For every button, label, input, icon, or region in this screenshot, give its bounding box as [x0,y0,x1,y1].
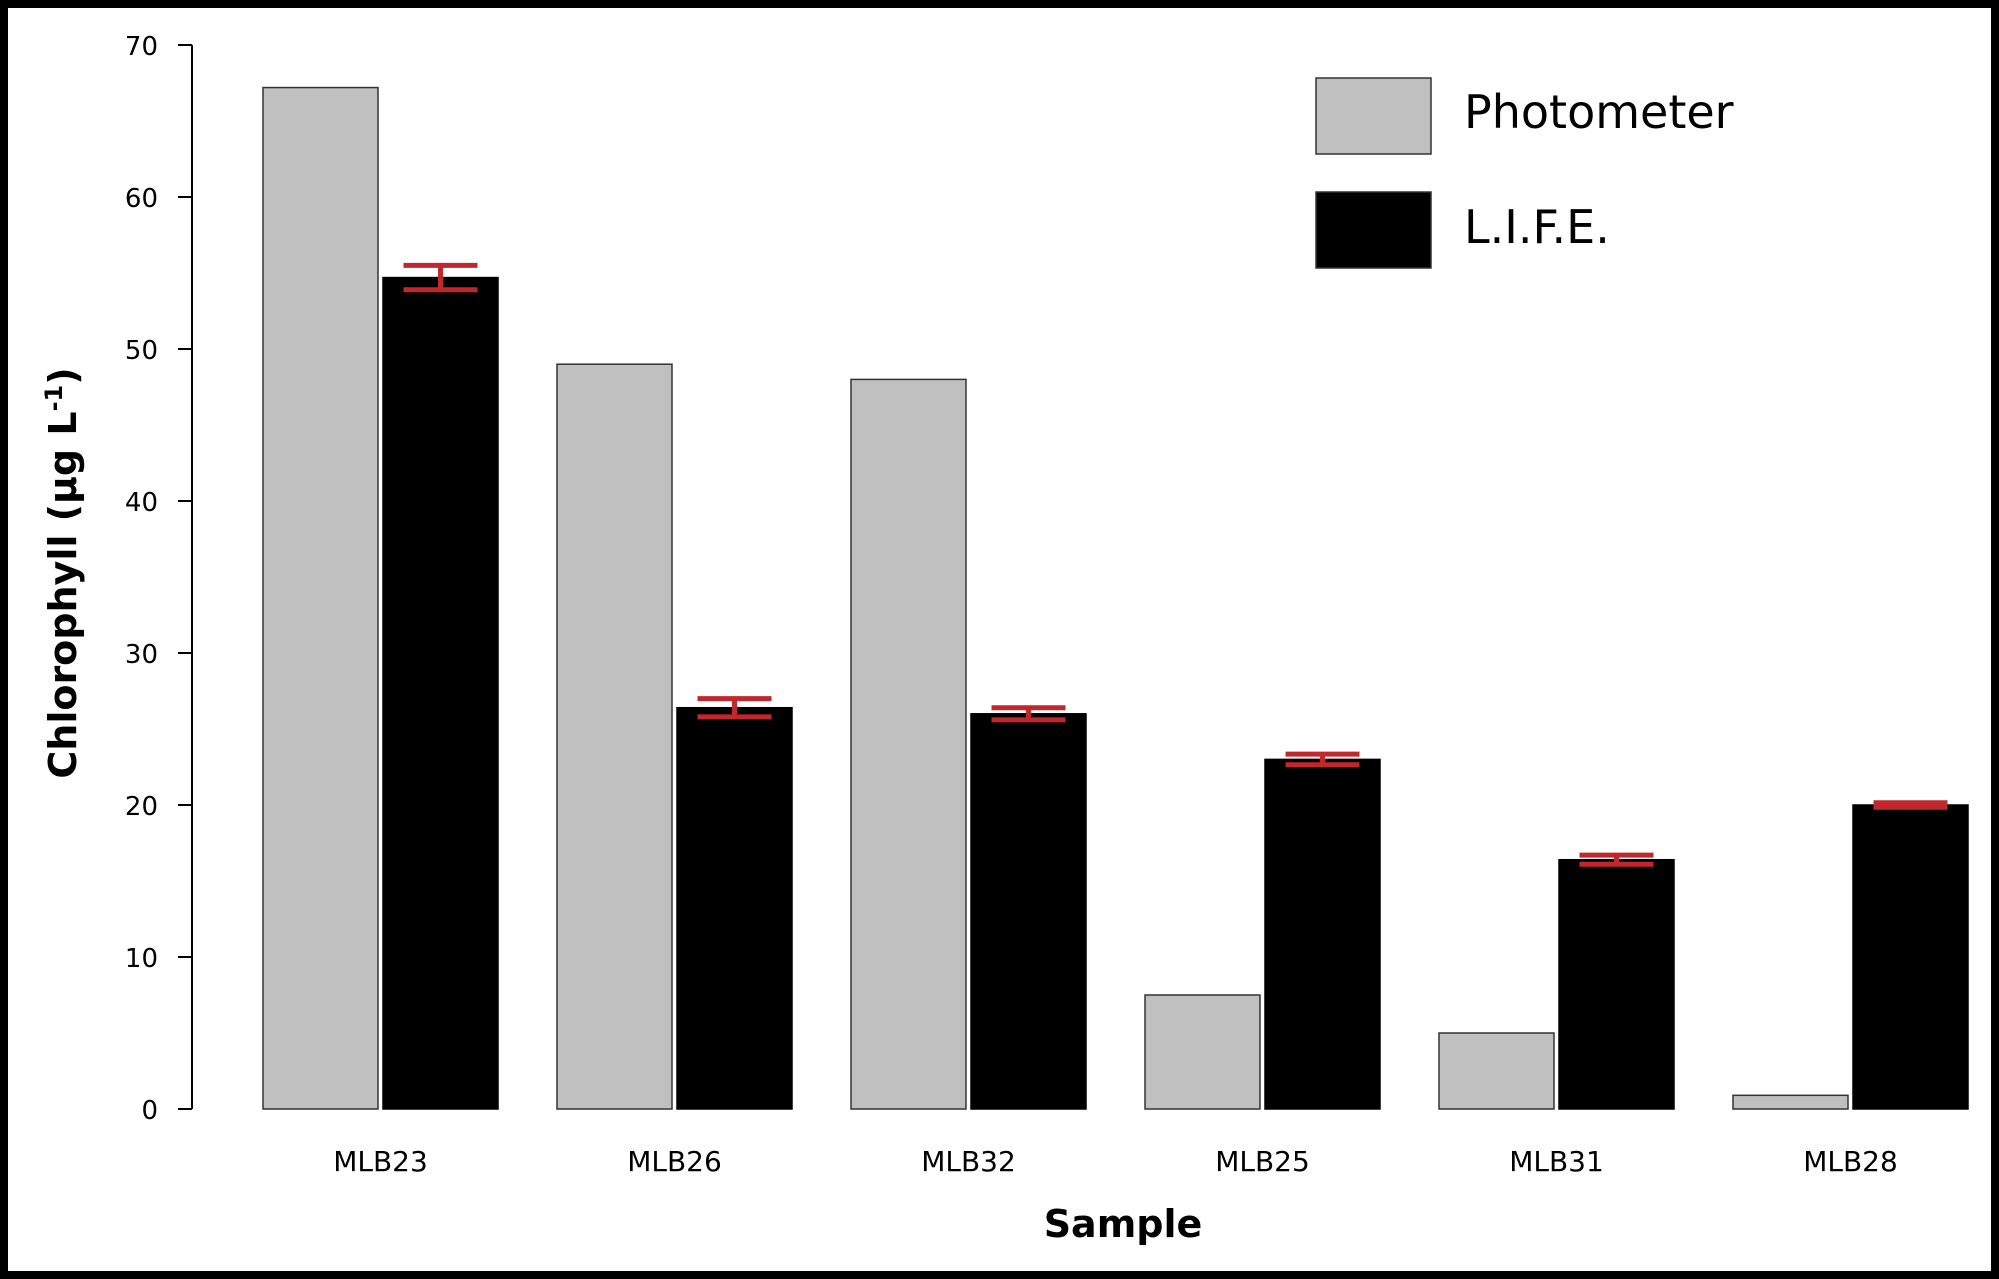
bar-photometer-mlb25 [1144,994,1261,1110]
x-category-label: MLB23 [333,1145,428,1178]
y-tick-label: 60 [125,184,158,214]
error-bars [403,262,1948,867]
bars [262,86,1969,1110]
x-category-label: MLB28 [1803,1145,1898,1178]
x-category-label: MLB31 [1509,1145,1604,1178]
x-category-label: MLB26 [627,1145,722,1178]
x-axis-title: Sample [1044,1202,1203,1246]
bar-life-mlb32 [970,713,1087,1110]
y-axis-title: Chlorophyll (μg L-1) [40,367,85,778]
legend: Photometer L.I.F.E. [1315,77,1734,269]
legend-label-photometer: Photometer [1464,85,1734,139]
bar-life-mlb25 [1264,758,1381,1110]
y-tick-label: 0 [141,1096,158,1126]
y-tick-label: 40 [125,488,158,518]
bar-photometer-mlb32 [850,378,967,1110]
y-tick-label: 50 [125,336,158,366]
bar-life-mlb31 [1558,858,1675,1110]
legend-swatch-life [1315,191,1432,269]
bar-photometer-mlb26 [556,363,673,1110]
bar-life-mlb23 [382,276,499,1110]
bar-photometer-mlb28 [1732,1094,1849,1110]
error-bar-mlb28 [1873,800,1948,810]
error-bar-mlb23 [403,262,478,293]
x-axis-labels: MLB23 MLB26 MLB32 MLB25 MLB31 MLB28 [333,1145,1898,1178]
bar-life-mlb26 [676,706,793,1110]
y-axis-title-superscript: -1 [40,385,68,412]
legend-swatch-photometer [1315,77,1432,155]
y-tick-label: 20 [125,792,158,822]
y-axis: 0 10 20 30 40 50 60 70 [125,32,193,1126]
error-bar-mlb32 [991,705,1066,723]
x-category-label: MLB25 [1215,1145,1310,1178]
bar-photometer-mlb31 [1438,1032,1555,1110]
error-bar-mlb25 [1285,751,1360,768]
y-axis-title-close: ) [41,367,85,384]
error-bar-mlb31 [1579,852,1654,867]
error-bar-mlb26 [697,696,772,720]
y-axis-title-main: Chlorophyll (μg L [41,411,85,778]
legend-label-life: L.I.F.E. [1464,200,1610,254]
bar-photometer-mlb23 [262,86,379,1110]
x-category-label: MLB32 [921,1145,1016,1178]
y-tick-label: 30 [125,640,158,670]
y-tick-label: 10 [125,944,158,974]
bar-life-mlb28 [1852,804,1969,1110]
y-tick-label: 70 [125,32,158,62]
